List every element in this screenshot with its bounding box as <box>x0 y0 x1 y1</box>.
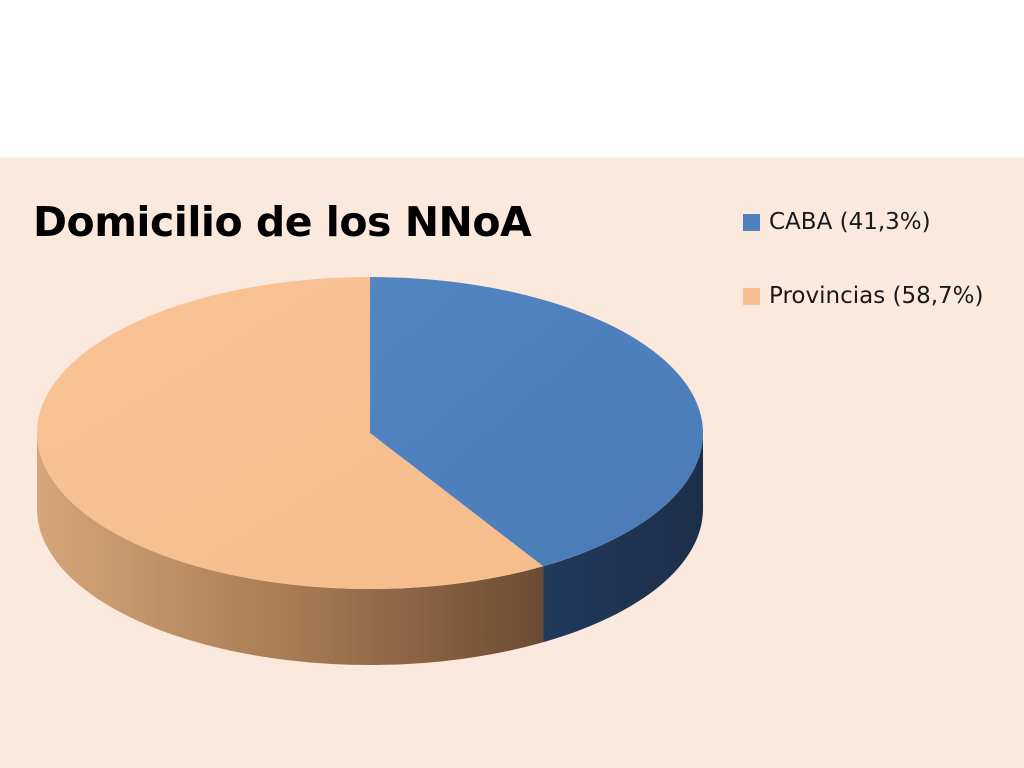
legend-item-caba: CABA (41,3%) <box>743 202 984 242</box>
pie-side-caba <box>543 433 703 643</box>
pie-sides <box>37 433 703 665</box>
pie-slice-provincias <box>37 277 544 589</box>
slide-top-band <box>0 0 1024 158</box>
legend-label-provincias: Provincias (58,7%) <box>769 283 984 309</box>
legend-label-caba: CABA (41,3%) <box>769 209 931 235</box>
legend-swatch-caba <box>743 213 760 231</box>
pie-side-provincias <box>37 433 544 665</box>
legend-item-provincias: Provincias (58,7%) <box>743 276 984 316</box>
legend-swatch-provincias <box>743 287 760 305</box>
legend: CABA (41,3%) Provincias (58,7%) <box>743 202 984 350</box>
pie-slice-caba <box>370 277 704 567</box>
pie-tops <box>37 277 704 589</box>
chart-title: Domicilio de los NNoA <box>33 198 532 246</box>
